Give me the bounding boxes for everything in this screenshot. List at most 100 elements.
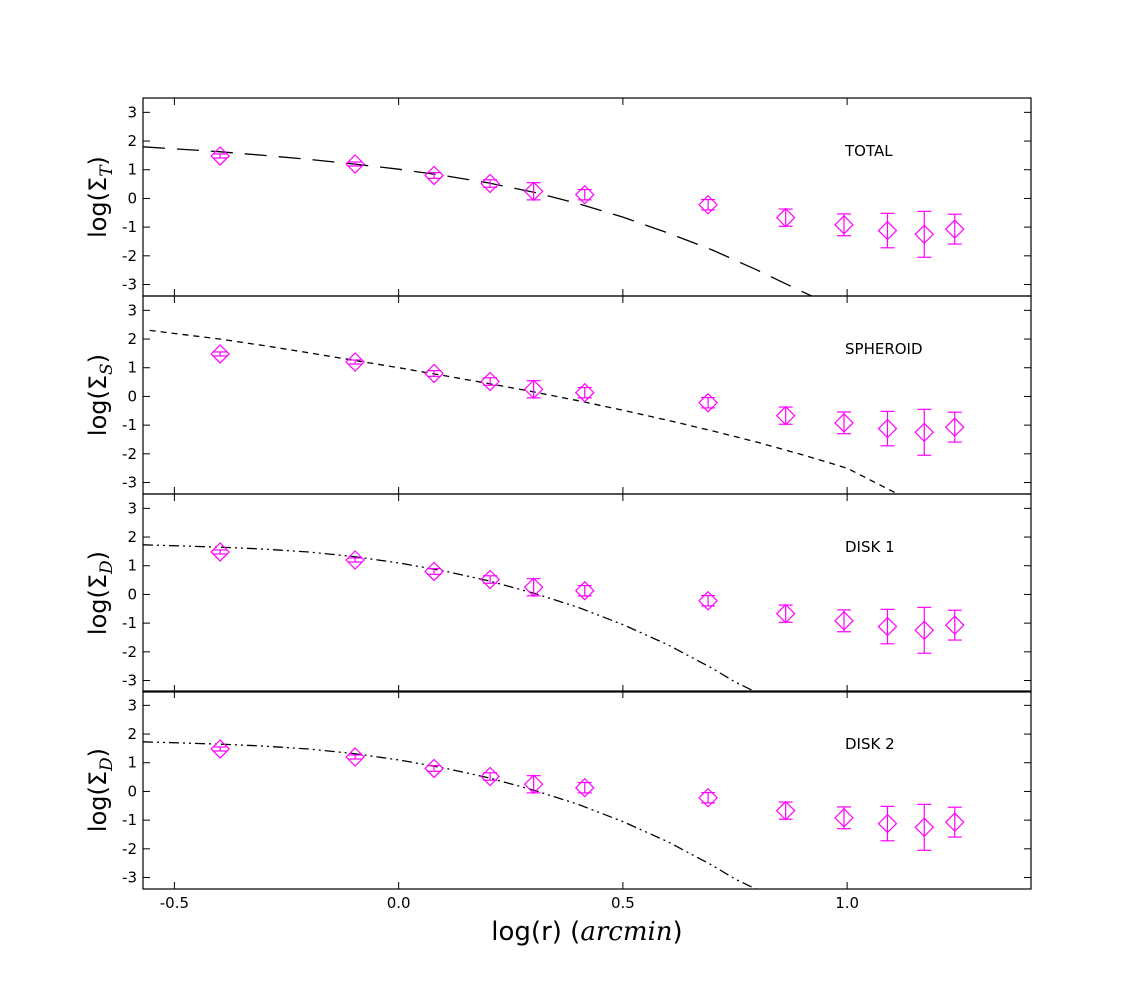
y-tick-label: 0 — [127, 585, 137, 603]
diamond-marker — [574, 580, 595, 601]
data-point — [345, 154, 365, 174]
data-point — [523, 379, 544, 400]
data-point — [877, 410, 898, 447]
data-point — [834, 609, 854, 633]
y-tick-label: -2 — [122, 643, 137, 661]
diamond-marker — [914, 422, 935, 443]
y-tick-label: -3 — [122, 276, 137, 294]
diamond-marker — [210, 146, 230, 166]
x-tick-label: 0.5 — [611, 894, 635, 912]
diamond-marker — [345, 747, 365, 767]
data-point — [424, 758, 444, 779]
data-point — [775, 207, 796, 228]
y-tick-label: -1 — [122, 416, 137, 434]
data-point — [523, 181, 544, 202]
diamond-marker — [698, 194, 718, 215]
plot-frame — [142, 295, 1032, 495]
y-tick-label: 0 — [127, 782, 137, 800]
panel-disk-1: 3 2 1 0 -1 -2 -3 DISK 1 log(ΣD) — [84, 493, 1032, 693]
diamond-marker — [877, 220, 898, 241]
y-tick-label: 1 — [127, 359, 137, 377]
data-point — [210, 542, 230, 562]
data-point — [424, 561, 444, 582]
diamond-marker — [944, 615, 965, 635]
data-point — [345, 747, 365, 767]
diamond-marker — [210, 344, 230, 364]
y-axis-label: log(ΣS) — [84, 354, 117, 436]
data-point — [480, 371, 500, 392]
diamond-marker — [775, 207, 796, 228]
panel-total: 3 2 1 0 -1 -2 -3 TOTAL log(ΣT) — [84, 97, 1032, 297]
diamond-marker — [345, 154, 365, 174]
diamond-marker — [424, 561, 444, 582]
diamond-marker — [480, 371, 500, 392]
y-tick-label: 2 — [127, 725, 137, 743]
diamond-marker — [480, 766, 500, 787]
diamond-marker — [210, 739, 230, 759]
y-tick-label: 3 — [127, 103, 137, 121]
data-point — [480, 766, 500, 787]
diamond-marker — [210, 542, 230, 562]
data-point — [914, 803, 935, 851]
diamond-marker — [698, 590, 718, 611]
data-point — [775, 603, 796, 624]
panel-label: TOTAL — [844, 142, 893, 160]
y-tick-label: 2 — [127, 330, 137, 348]
diamond-marker — [480, 569, 500, 590]
y-tick-label: -3 — [122, 672, 137, 690]
model-curve — [143, 544, 758, 692]
panel-label: SPHEROID — [845, 340, 923, 358]
panel-spheroid: 3 2 1 0 -1 -2 -3 SPHEROID log(ΣS) — [84, 295, 1032, 495]
data-point — [574, 184, 595, 205]
y-tick-label: -2 — [122, 247, 137, 265]
data-point — [834, 806, 854, 830]
diamond-marker — [914, 817, 935, 838]
data-point — [698, 787, 718, 808]
y-tick-label: -2 — [122, 445, 137, 463]
y-tick-label: 0 — [127, 189, 137, 207]
plot-frame — [142, 97, 1032, 297]
panels-layer: 3 2 1 0 -1 -2 -3 TOTAL log(ΣT) 3 2 1 0 -1 -2 -3 SPHEROID… — [84, 97, 1032, 912]
x-axis-label: log(r) (arcmin) — [491, 917, 682, 947]
data-point — [944, 806, 965, 838]
diamond-marker — [698, 392, 718, 413]
data-point — [424, 165, 444, 186]
diamond-marker — [877, 616, 898, 637]
y-axis-label: log(ΣD) — [84, 748, 117, 832]
diamond-marker — [523, 379, 544, 400]
y-tick-label: -2 — [122, 840, 137, 858]
data-point — [775, 405, 796, 426]
diamond-marker — [834, 412, 854, 433]
x-tick-label: 1.0 — [835, 894, 859, 912]
diamond-marker — [775, 603, 796, 624]
y-axis-label: log(ΣT) — [84, 156, 117, 238]
y-axis-label: log(ΣD) — [84, 551, 117, 635]
diamond-marker — [877, 418, 898, 439]
diamond-marker — [944, 417, 965, 437]
data-point — [345, 352, 365, 372]
data-point — [698, 392, 718, 413]
diamond-marker — [944, 219, 965, 239]
data-point — [698, 194, 718, 215]
data-point — [523, 577, 544, 598]
diamond-marker — [914, 620, 935, 641]
data-point — [574, 382, 595, 403]
y-tick-label: -1 — [122, 218, 137, 236]
diamond-marker — [574, 184, 595, 205]
plot-frame — [142, 493, 1032, 693]
diamond-marker — [345, 352, 365, 372]
panel-label: DISK 2 — [845, 735, 895, 753]
y-tick-label: -1 — [122, 811, 137, 829]
diamond-marker — [424, 363, 444, 384]
data-point — [834, 411, 854, 435]
data-point — [775, 800, 796, 821]
data-point — [877, 608, 898, 645]
diamond-marker — [775, 800, 796, 821]
data-point — [574, 580, 595, 601]
diamond-marker — [424, 165, 444, 186]
y-tick-label: 1 — [127, 754, 137, 772]
y-tick-label: 2 — [127, 132, 137, 150]
y-tick-label: 3 — [127, 499, 137, 517]
diamond-marker — [698, 787, 718, 808]
